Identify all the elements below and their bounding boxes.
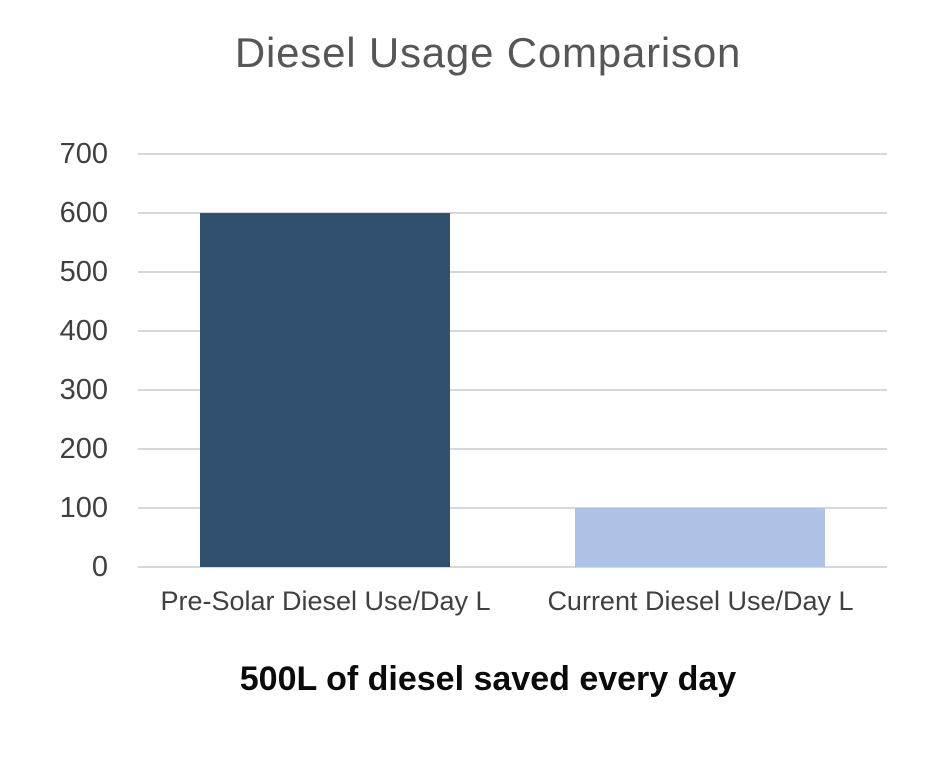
gridline-y-200: [138, 448, 887, 450]
plot-area: [138, 153, 887, 568]
bar-current: [575, 508, 825, 567]
chart-title: Diesel Usage Comparison: [234, 29, 742, 76]
y-axis-tick-label: 100: [59, 492, 108, 524]
y-axis-tick-label: 500: [59, 256, 108, 288]
bar-pre-solar: [200, 213, 450, 567]
gridline-y-100: [138, 507, 887, 509]
x-axis-category-label: Current Diesel Use/Day L: [547, 586, 854, 616]
y-axis-tick-label: 200: [59, 433, 108, 465]
y-axis-tick-label: 300: [59, 374, 108, 406]
y-axis-tick-label: 400: [59, 315, 108, 347]
gridline-y-500: [138, 271, 887, 273]
chart-caption: 500L of diesel saved every day: [239, 660, 737, 698]
y-axis-tick-label: 700: [59, 138, 108, 170]
gridline-y-300: [138, 389, 887, 391]
y-axis-tick-label: 0: [91, 551, 108, 583]
gridline-y-400: [138, 330, 887, 332]
gridline-y-0: [138, 566, 887, 568]
gridline-y-700: [138, 153, 887, 155]
x-axis-category-label: Pre-Solar Diesel Use/Day L: [160, 586, 491, 616]
y-axis-tick-label: 600: [59, 197, 108, 229]
gridline-y-600: [138, 212, 887, 214]
